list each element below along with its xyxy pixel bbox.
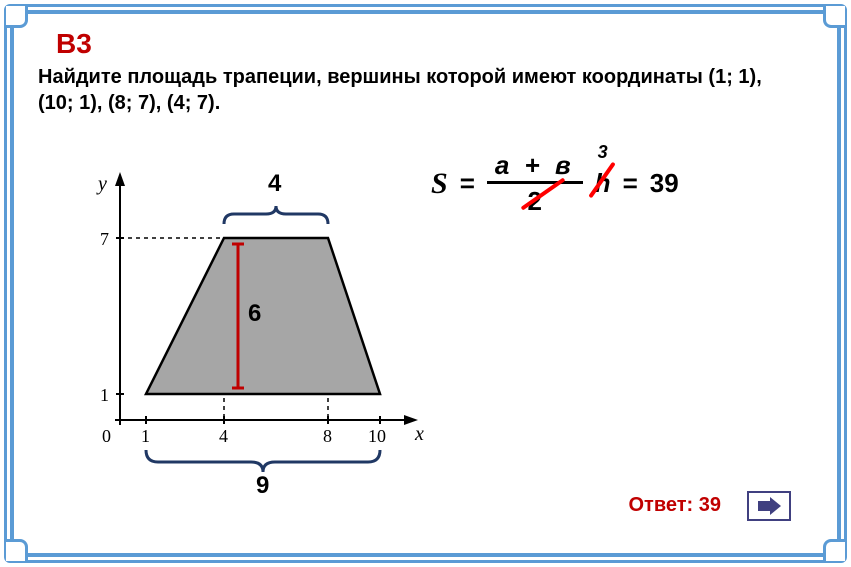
arrow-right-icon [756,497,782,515]
svg-text:10: 10 [368,426,386,446]
formula-result: 39 [650,168,679,199]
next-button[interactable] [747,491,791,521]
slide-content: B3 Найдите площадь трапеции, вершины кот… [20,20,831,547]
svg-text:7: 7 [100,229,109,249]
svg-text:y: y [96,173,107,195]
svg-text:1: 1 [100,385,109,405]
svg-text:8: 8 [323,426,332,446]
svg-text:1: 1 [141,426,150,446]
svg-text:x: x [414,423,424,445]
height-label: 6 [248,300,261,328]
numerator: a + в [487,150,583,181]
top-width-label: 4 [268,170,281,198]
problem-title: B3 [56,28,813,60]
trapezoid-diagram: y x 1 7 0 1 4 8 10 [70,160,430,490]
answer-label: Ответ: 39 [629,494,722,517]
equals-1: = [460,168,475,199]
svg-text:4: 4 [219,426,228,446]
svg-text:0: 0 [102,426,111,446]
formula-S: S [431,167,448,201]
h-superscript: 3 [598,142,608,163]
fraction: a + в 2 [487,150,583,217]
problem-text: Найдите площадь трапеции, вершины которо… [38,64,813,116]
area-formula: S = a + в 2 3 h = 39 [431,150,791,250]
h-term: 3 h [595,168,611,199]
equals-2: = [623,168,638,199]
bottom-width-label: 9 [256,472,269,500]
